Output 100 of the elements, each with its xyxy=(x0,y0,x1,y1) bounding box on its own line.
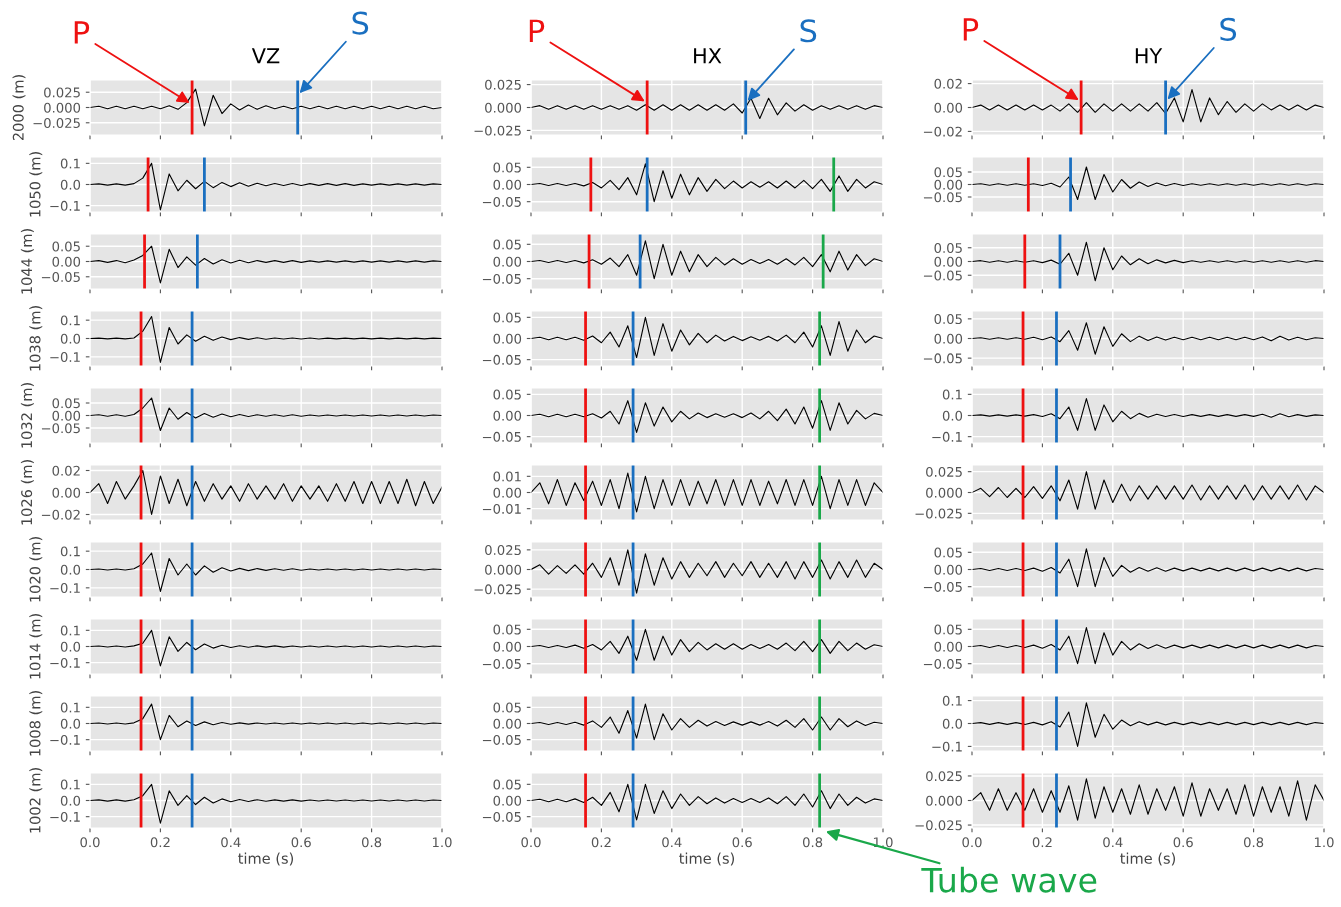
text: Tube wave xyxy=(921,866,1097,893)
x-tick-label: 0.2 xyxy=(150,837,170,848)
y-tick-label: 0.00 xyxy=(493,641,522,652)
y-tick-label: −0.05 xyxy=(41,272,80,282)
y-tick-label: 0.05 xyxy=(52,398,80,409)
y-tick-label: 0.00 xyxy=(493,795,522,806)
y-tick-label: 0.025 xyxy=(926,466,962,477)
y-tick-label: 0.00 xyxy=(52,487,81,498)
y-tick-label: 0.0 xyxy=(60,564,81,575)
y-axis-title: 1038 (m) xyxy=(29,306,43,371)
y-axis-title: 1044 (m) xyxy=(20,229,34,294)
y-tick-label: 0.00 xyxy=(493,410,522,421)
y-tick-label: −0.05 xyxy=(923,270,962,281)
y-tick-label: 0.00 xyxy=(493,718,522,729)
y-tick-label: 0.1 xyxy=(60,702,80,713)
x-tick-label: 0.6 xyxy=(1173,837,1193,848)
y-tick-label: 0.05 xyxy=(934,314,962,325)
y-tick-label: −0.1 xyxy=(50,583,80,594)
y-tick-label: 0.00 xyxy=(934,179,963,190)
y-axis-title: 1026 (m) xyxy=(20,460,34,525)
y-tick-label: 0.00 xyxy=(493,256,522,267)
y-tick-label: −0.05 xyxy=(482,273,521,284)
y-tick-label: −0.05 xyxy=(482,658,521,669)
annotation: S xyxy=(1220,17,1237,41)
y-tick-label: −0.01 xyxy=(482,503,521,514)
y-tick-label: 0.000 xyxy=(926,487,963,498)
y-tick-label: 0.025 xyxy=(44,87,80,98)
y-tick-label: 0.00 xyxy=(934,256,963,267)
x-tick-label: 0.6 xyxy=(291,837,311,848)
y-tick-label: 0.000 xyxy=(44,102,81,113)
y-tick-label: 0.025 xyxy=(485,545,521,556)
chart-title: HX xyxy=(694,48,722,64)
y-tick-label: −0.025 xyxy=(33,118,80,128)
y-tick-label: 0.00 xyxy=(52,410,81,421)
x-tick-label: 0.8 xyxy=(802,837,823,848)
x-tick-label: 1.0 xyxy=(1314,837,1334,848)
x-tick-label: 0.4 xyxy=(1103,837,1123,848)
y-tick-label: −0.1 xyxy=(50,352,80,363)
y-tick-label: 0.0 xyxy=(60,333,81,344)
x-tick-label: 0.0 xyxy=(962,837,982,848)
y-tick-label: 0.00 xyxy=(493,333,522,344)
y-tick-label: 0.000 xyxy=(485,102,522,113)
y-tick-label: −0.02 xyxy=(923,126,962,137)
x-tick-label: 1.0 xyxy=(432,837,452,848)
y-tick-label: 0.0 xyxy=(60,718,81,729)
x-tick-label: 0.0 xyxy=(80,837,100,848)
y-tick-label: 0.000 xyxy=(485,564,522,575)
y-tick-label: −0.1 xyxy=(50,200,80,211)
x-tick-label: 0.2 xyxy=(1032,837,1052,848)
y-axis-title: 1002 (m) xyxy=(29,768,43,833)
y-axis-title: 1050 (m) xyxy=(29,152,43,217)
y-tick-label: 0.000 xyxy=(926,795,963,806)
x-tick-label: 0.6 xyxy=(732,837,752,848)
x-tick-label: 0.2 xyxy=(591,837,611,848)
y-tick-label: −0.025 xyxy=(915,820,962,831)
y-tick-label: −0.1 xyxy=(932,431,962,442)
y-tick-label: 0.02 xyxy=(934,78,962,89)
y-tick-label: −0.1 xyxy=(50,811,80,822)
x-tick-label: 0.8 xyxy=(1243,837,1264,848)
y-tick-label: −0.05 xyxy=(482,811,521,822)
y-tick-label: −0.05 xyxy=(41,423,80,434)
x-axis-title: time (s) xyxy=(238,852,294,866)
y-axis-title: 1020 (m) xyxy=(29,537,43,602)
y-tick-label: 0.00 xyxy=(934,102,963,113)
y-tick-label: 0.1 xyxy=(60,779,80,790)
x-axis-title: time (s) xyxy=(1120,852,1176,866)
y-tick-label: 0.00 xyxy=(493,487,522,498)
y-tick-label: −0.05 xyxy=(482,196,521,207)
y-tick-label: 0.00 xyxy=(934,641,963,652)
y-tick-label: 0.1 xyxy=(60,315,80,326)
y-tick-label: 0.1 xyxy=(60,546,80,557)
y-tick-label: −0.05 xyxy=(482,734,521,745)
chart-title: HY xyxy=(1135,48,1163,64)
y-tick-label: 0.0 xyxy=(942,410,963,421)
y-tick-label: −0.025 xyxy=(474,584,521,595)
y-tick-label: −0.025 xyxy=(915,508,962,519)
x-tick-label: 0.4 xyxy=(221,837,241,848)
y-tick-label: 0.05 xyxy=(493,624,521,635)
y-tick-label: 0.05 xyxy=(493,779,521,790)
y-tick-label: 0.00 xyxy=(52,256,81,267)
y-tick-label: −0.05 xyxy=(482,431,521,442)
annotation: S xyxy=(800,19,817,43)
y-tick-label: −0.1 xyxy=(932,741,962,752)
y-tick-label: −0.05 xyxy=(923,192,962,203)
y-tick-label: 0.05 xyxy=(493,312,521,323)
y-tick-label: 0.1 xyxy=(942,389,962,400)
y-tick-label: 0.05 xyxy=(934,242,962,253)
y-tick-label: 0.1 xyxy=(942,695,962,706)
y-tick-label: 0.05 xyxy=(934,547,962,558)
x-tick-label: 0.0 xyxy=(521,837,541,848)
y-tick-label: 0.025 xyxy=(926,771,962,782)
y-tick-label: −0.05 xyxy=(923,353,962,364)
y-tick-label: 0.0 xyxy=(60,641,81,652)
x-tick-label: 0.4 xyxy=(662,837,682,848)
y-axis-title: 2000 (m) xyxy=(12,75,26,141)
chart-title: VZ xyxy=(251,48,280,64)
y-tick-label: 0.05 xyxy=(493,162,521,173)
y-tick-label: 0.05 xyxy=(493,389,521,400)
y-tick-label: 0.02 xyxy=(52,465,80,476)
annotation: P xyxy=(529,19,545,42)
